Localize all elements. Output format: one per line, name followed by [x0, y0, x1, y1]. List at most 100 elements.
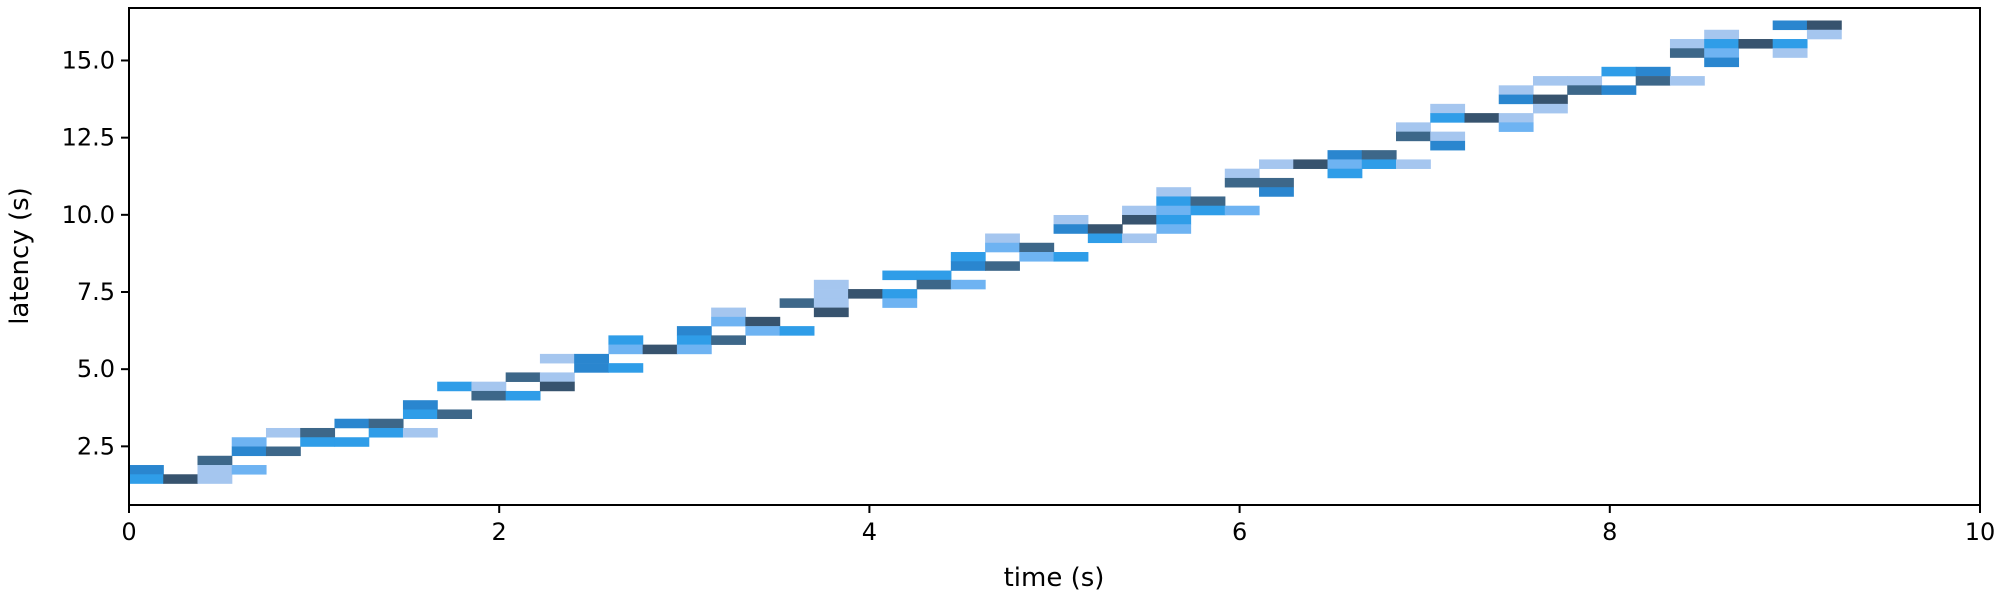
heatmap-cell: [1053, 224, 1089, 234]
heatmap-cell: [642, 344, 678, 355]
heatmap-cell: [1669, 48, 1705, 58]
heatmap-cell: [1772, 39, 1808, 49]
heatmap-cell: [1190, 196, 1226, 207]
heatmap-cell: [1669, 76, 1705, 86]
y-axis: 2.5 5.0 7.5 10.0 12.5 15.0: [62, 46, 129, 460]
heatmap-cell: [813, 307, 849, 318]
heatmap-cell: [402, 409, 438, 420]
y-tick-label: 15.0: [62, 46, 115, 74]
heatmap-cell: [676, 326, 712, 336]
heatmap-cell: [368, 427, 404, 438]
heatmap-cell: [1430, 103, 1466, 114]
heatmap-cell: [437, 381, 473, 392]
heatmap-cell: [1430, 140, 1466, 151]
heatmap-cell: [813, 279, 849, 290]
heatmap-cell: [676, 335, 712, 345]
heatmap-cell: [813, 298, 849, 308]
heatmap-cell: [1772, 20, 1808, 31]
heatmap-cell: [129, 474, 164, 484]
heatmap-cell: [1156, 187, 1192, 197]
y-tick-label: 2.5: [77, 432, 115, 460]
heatmap-cell: [1156, 205, 1192, 216]
heatmap-cell: [1738, 39, 1774, 49]
heatmap-cell: [1601, 66, 1637, 77]
heatmap-cell: [1156, 224, 1192, 234]
heatmap-cell: [197, 474, 233, 484]
heatmap-cell: [368, 418, 404, 429]
heatmap-cell: [608, 363, 644, 373]
plot-frame: [128, 7, 1981, 506]
heatmap-cell: [676, 344, 712, 355]
heatmap-cell: [779, 326, 815, 336]
heatmap-cell: [1122, 233, 1157, 244]
heatmap-cell: [1259, 177, 1294, 188]
heatmap-cell: [402, 400, 438, 410]
heatmap-cell: [1327, 150, 1363, 160]
heatmap-cell: [1635, 66, 1671, 77]
heatmap-cell: [882, 298, 918, 308]
heatmap-cell: [1259, 187, 1294, 197]
heatmap-cell: [231, 465, 267, 475]
y-axis-label: latency (s): [5, 187, 35, 325]
heatmap-cell: [916, 270, 952, 281]
heatmap-cell: [1704, 57, 1740, 68]
heatmap-cell: [950, 279, 986, 290]
x-tick-label: 8: [1602, 518, 1617, 546]
heatmap-cell: [1053, 252, 1089, 262]
heatmap-cell: [539, 372, 575, 382]
heatmap-cell: [1704, 29, 1740, 40]
heatmap-cell: [402, 427, 438, 438]
heatmap-cell: [574, 363, 610, 373]
heatmap-cells: [129, 20, 1842, 484]
heatmap-cell: [1498, 85, 1534, 95]
heatmap-cell: [1430, 131, 1466, 142]
heatmap-cell: [1019, 242, 1055, 253]
heatmap-cell: [950, 261, 986, 271]
heatmap-cell: [505, 372, 541, 382]
heatmap-cell: [539, 353, 575, 364]
heatmap-cell: [608, 335, 644, 345]
heatmap-cell: [608, 344, 644, 355]
heatmap-cell: [1532, 103, 1568, 114]
y-tick-label: 7.5: [77, 278, 115, 306]
heatmap-cell: [985, 261, 1020, 271]
y-tick-label: 12.5: [62, 124, 115, 152]
x-tick-label: 0: [121, 518, 136, 546]
heatmap-cell: [950, 252, 986, 262]
heatmap-cell: [745, 316, 781, 327]
heatmap-cell: [300, 437, 336, 447]
heatmap-cell: [129, 465, 164, 475]
x-tick-label: 6: [1232, 518, 1247, 546]
heatmap-cell: [813, 289, 849, 299]
heatmap-cell: [1122, 214, 1157, 225]
heatmap-cell: [437, 409, 473, 420]
heatmap-cell: [231, 437, 267, 447]
heatmap-cell: [1669, 39, 1705, 49]
heatmap-cell: [711, 316, 746, 327]
heatmap-cell: [1635, 76, 1671, 86]
heatmap-cell: [1498, 122, 1534, 132]
heatmap-cell: [539, 381, 575, 392]
x-tick-label: 2: [492, 518, 507, 546]
heatmap-cell: [1224, 177, 1260, 188]
heatmap-cell: [1567, 76, 1603, 86]
heatmap-cell: [1464, 113, 1500, 123]
heatmap-cell: [1430, 113, 1466, 123]
heatmap-cell: [265, 446, 301, 457]
heatmap-cell: [505, 390, 541, 401]
heatmap-cell: [1567, 85, 1603, 95]
heatmap-cell: [574, 353, 610, 364]
heatmap-cell: [300, 427, 336, 438]
heatmap-cell: [334, 437, 370, 447]
heatmap-cell: [985, 242, 1020, 253]
heatmap-cell: [1019, 252, 1055, 262]
heatmap-cell: [1053, 214, 1089, 225]
heatmap-cell: [916, 279, 952, 290]
heatmap-cell: [711, 307, 746, 318]
heatmap-cell: [1396, 131, 1431, 142]
heatmap-cell: [882, 289, 918, 299]
y-tick-label: 5.0: [77, 355, 115, 383]
heatmap-cell: [1087, 224, 1123, 234]
heatmap-cell: [1396, 122, 1431, 132]
heatmap-cell: [1704, 48, 1740, 58]
